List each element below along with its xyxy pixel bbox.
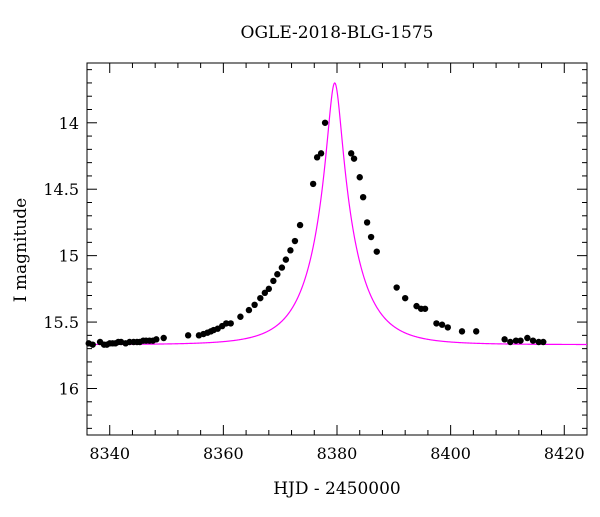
y-tick-label: 16	[59, 380, 79, 399]
x-tick-label: 8360	[203, 444, 244, 463]
data-point	[373, 248, 380, 255]
data-point	[317, 150, 325, 157]
y-tick-label: 15.5	[43, 313, 79, 332]
y-tick-label: 15	[59, 247, 79, 266]
data-point	[265, 285, 273, 293]
data-point	[237, 313, 244, 320]
y-axis-label: I magnitude	[11, 198, 31, 302]
data-point	[540, 338, 547, 346]
data-point	[160, 334, 167, 342]
data-point	[153, 336, 160, 343]
data-point	[287, 247, 294, 254]
y-tick-label: 14	[59, 114, 79, 133]
data-point	[524, 334, 531, 342]
model-layer	[87, 82, 588, 346]
points-layer	[85, 119, 547, 348]
data-point	[270, 277, 277, 285]
x-tick-label: 8340	[89, 444, 130, 463]
data-point	[501, 336, 508, 343]
data-point	[529, 337, 537, 344]
y-tick-label: 14.5	[43, 180, 79, 199]
data-point	[512, 337, 520, 344]
data-point	[444, 324, 451, 331]
data-point	[348, 150, 355, 157]
data-point	[227, 320, 234, 327]
data-point	[257, 294, 264, 302]
data-point	[309, 180, 317, 188]
data-point	[223, 320, 230, 327]
data-point	[89, 341, 96, 348]
data-point	[350, 155, 358, 162]
data-point	[517, 337, 524, 344]
data-point	[393, 284, 400, 291]
data-point	[296, 221, 304, 229]
data-point	[282, 256, 290, 263]
data-point	[458, 328, 466, 335]
x-tick-label: 8420	[544, 444, 585, 463]
data-point	[291, 237, 299, 245]
data-point	[401, 294, 409, 302]
ticks-layer: 8340 8360 8380 8400 8420 14 14.5 15 15.5 16	[43, 63, 588, 463]
data-point	[363, 219, 371, 226]
data-point	[473, 328, 480, 335]
data-point	[507, 338, 514, 346]
data-point	[438, 321, 446, 328]
data-point	[321, 119, 329, 126]
data-point	[313, 154, 321, 161]
data-point	[274, 271, 281, 278]
data-point	[261, 289, 269, 297]
data-point	[184, 332, 192, 339]
x-tick-label: 8380	[317, 444, 358, 463]
model-curve	[87, 82, 588, 346]
data-point	[535, 338, 542, 346]
data-point	[359, 193, 367, 201]
data-point	[356, 174, 363, 181]
data-point	[433, 320, 440, 327]
chart-title: OGLE-2018-BLG-1575	[241, 23, 434, 43]
data-point	[251, 301, 258, 308]
data-point	[367, 233, 375, 241]
data-point	[278, 264, 286, 271]
x-axis-label: HJD - 2450000	[273, 479, 401, 499]
plot-frame	[86, 62, 588, 436]
data-point	[245, 306, 253, 314]
x-tick-label: 8400	[430, 444, 471, 463]
data-point	[421, 305, 429, 312]
